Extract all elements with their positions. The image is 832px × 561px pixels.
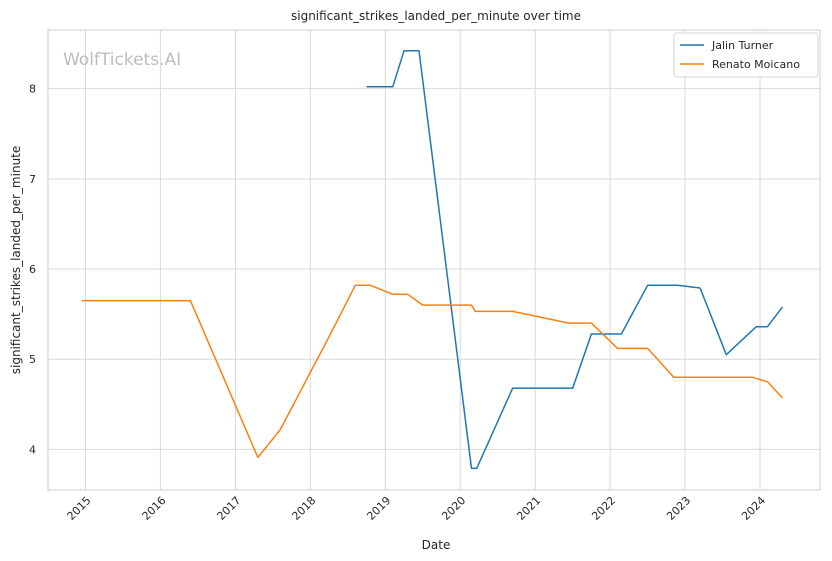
y-tick-label: 4: [29, 443, 36, 456]
series-line-jalin-turner: [366, 49, 784, 470]
chart-title: significant_strikes_landed_per_minute ov…: [291, 9, 581, 23]
y-axis-tick-labels: 4 5 6 7 8: [29, 83, 36, 457]
y-tick-label: 5: [29, 353, 36, 366]
series-lines: [81, 49, 784, 470]
y-tick-label: 7: [29, 173, 36, 186]
legend: Jalin Turner Renato Moicano: [673, 32, 819, 78]
watermark: WolfTickets.AI: [63, 50, 181, 70]
legend-label-jalin-turner: Jalin Turner: [711, 39, 774, 52]
plot-area-frame: [47, 29, 821, 491]
y-tick-label: 8: [29, 83, 36, 96]
y-tick-label: 6: [29, 263, 36, 276]
x-axis-label: Date: [422, 538, 451, 552]
legend-label-renato-moicano: Renato Moicano: [712, 58, 800, 71]
y-axis-label: significant_strikes_landed_per_minute: [9, 146, 23, 375]
series-line-renato-moicano: [81, 284, 784, 459]
grid-lines: [48, 30, 820, 490]
legend-box: [673, 32, 819, 78]
